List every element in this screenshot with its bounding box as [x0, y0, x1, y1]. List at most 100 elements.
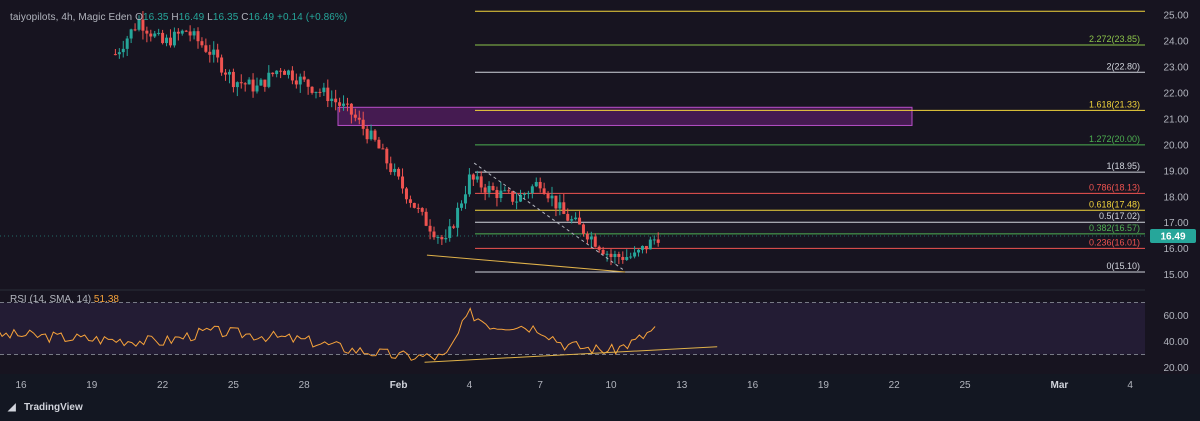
low-value: 16.35: [212, 12, 239, 23]
candle-body: [141, 19, 145, 31]
price-tick-label: 16.00: [1163, 244, 1188, 255]
candle-body: [381, 148, 385, 150]
candle-body: [507, 190, 511, 192]
time-tick-label: 22: [157, 380, 169, 391]
time-tick-label: 10: [605, 380, 617, 391]
tradingview-logo[interactable]: ◢ TradingView: [8, 402, 83, 413]
high-label: H: [171, 12, 179, 23]
candle-body: [184, 30, 188, 32]
candle-body: [526, 193, 530, 195]
time-tick-label: 4: [1127, 380, 1133, 391]
price-tick-label: 20.00: [1163, 140, 1188, 151]
candle-body: [530, 186, 534, 194]
supply-zone: [337, 106, 913, 126]
candle-body: [365, 128, 369, 140]
rsi-header: RSI (14, SMA, 14) 51.38: [10, 294, 119, 305]
time-tick-label: 4: [467, 380, 473, 391]
candle-body: [168, 37, 172, 46]
candle-body: [546, 193, 550, 199]
candle-body: [294, 80, 298, 85]
candle-body: [408, 199, 412, 203]
candle-body: [377, 139, 381, 149]
rsi-divergence-line: [424, 346, 718, 363]
candle-body: [601, 249, 605, 255]
candle-body: [389, 163, 393, 173]
candle-body: [432, 231, 436, 238]
candle-body: [656, 239, 660, 243]
candle-body: [153, 33, 157, 37]
candle-body: [621, 256, 625, 260]
candle-body: [231, 71, 235, 88]
rsi-tick-label: 60.00: [1163, 311, 1188, 322]
candle-body: [361, 119, 365, 129]
time-axis-bg: [0, 374, 1200, 396]
candle-body: [137, 19, 141, 30]
price-tick-label: 25.00: [1163, 11, 1188, 22]
candle-body: [475, 176, 479, 180]
rsi-label: RSI (14, SMA, 14): [10, 294, 92, 305]
candle-body: [605, 253, 609, 255]
candle-body: [385, 148, 389, 164]
price-tick-label: 23.00: [1163, 63, 1188, 74]
candle-body: [511, 191, 515, 202]
candle-body: [479, 176, 483, 188]
candle-body: [467, 174, 471, 195]
candle-body: [648, 239, 652, 250]
candle-body: [322, 87, 326, 93]
candle-body: [275, 70, 279, 75]
time-tick-label: 7: [537, 380, 543, 391]
candle-body: [216, 49, 220, 58]
candle-body: [145, 30, 149, 34]
candle-body: [196, 31, 200, 42]
candle-body: [220, 57, 224, 73]
close-value: 16.49: [248, 12, 275, 23]
candle-body: [471, 174, 475, 180]
candle-body: [640, 245, 644, 250]
candle-body: [227, 71, 231, 75]
candle-body: [345, 103, 349, 105]
price-tick-label: 18.00: [1163, 192, 1188, 203]
candle-body: [566, 213, 570, 221]
candles-group: [113, 10, 660, 266]
open-value: 16.35: [143, 12, 169, 23]
candle-body: [550, 195, 554, 199]
candle-body: [243, 83, 247, 85]
candle-body: [554, 195, 558, 209]
candle-body: [286, 70, 290, 75]
candle-body: [483, 187, 487, 193]
candle-body: [283, 70, 287, 75]
candle-body: [416, 207, 420, 209]
candle-body: [570, 219, 574, 221]
candle-body: [542, 188, 546, 194]
candle-body: [373, 130, 377, 140]
candle-body: [562, 202, 566, 214]
candle-body: [357, 117, 361, 120]
candle-body: [440, 237, 444, 240]
candle-body: [578, 217, 582, 225]
price-divergence-line: [426, 254, 626, 273]
candle-body: [401, 176, 405, 189]
fib-level-label: 0.236(16.01): [1089, 237, 1140, 247]
candle-body: [200, 41, 204, 46]
candle-body: [290, 70, 294, 81]
candle-body: [204, 45, 208, 52]
candle-body: [397, 168, 401, 177]
candle-body: [637, 249, 641, 253]
candle-body: [515, 201, 519, 203]
candle-body: [585, 233, 589, 240]
candle-body: [125, 38, 129, 49]
rsi-line: [0, 307, 656, 361]
candle-body: [326, 87, 330, 102]
time-tick-label: 13: [676, 380, 688, 391]
fib-trend-line: [473, 162, 624, 270]
symbol-header: taiyopilots, 4h, Magic Eden O16.35 H16.4…: [10, 12, 347, 23]
candle-body: [157, 32, 161, 34]
candle-body: [298, 76, 302, 85]
fib-level-label: 0.382(16.57): [1089, 223, 1140, 233]
candle-body: [279, 70, 283, 72]
symbol-label: taiyopilots, 4h, Magic Eden: [10, 12, 133, 23]
low-label: L: [207, 12, 213, 23]
candle-body: [644, 245, 648, 250]
